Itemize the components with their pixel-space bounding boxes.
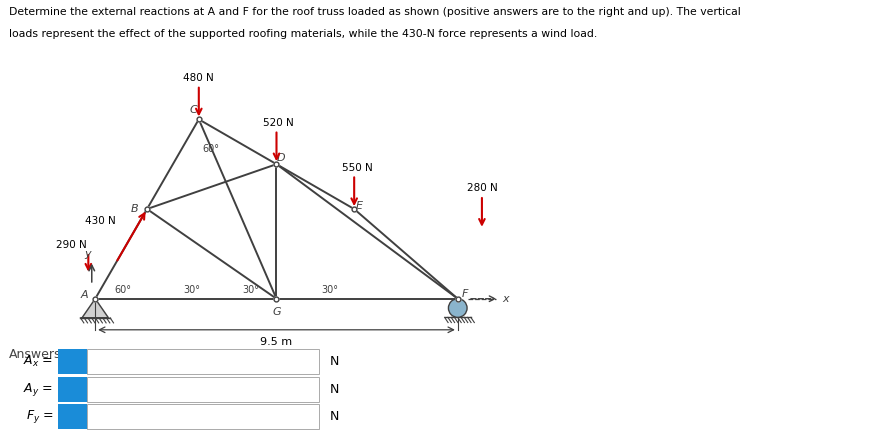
- Text: E: E: [356, 201, 363, 211]
- Text: Determine the external reactions at A and F for the roof truss loaded as shown (: Determine the external reactions at A an…: [9, 7, 740, 17]
- Text: 290 N: 290 N: [55, 241, 86, 250]
- Text: 60°: 60°: [114, 285, 131, 295]
- Text: 520 N: 520 N: [263, 118, 294, 128]
- Text: loads represent the effect of the supported roofing materials, while the 430-N f: loads represent the effect of the suppor…: [9, 29, 597, 39]
- Text: y: y: [85, 249, 91, 259]
- Text: 280 N: 280 N: [467, 183, 497, 194]
- Text: N: N: [330, 355, 339, 368]
- Text: F: F: [462, 288, 468, 299]
- Text: 30°: 30°: [242, 285, 259, 295]
- Text: 480 N: 480 N: [184, 73, 214, 83]
- Text: i: i: [70, 355, 75, 368]
- Text: C: C: [190, 105, 198, 115]
- Text: i: i: [70, 383, 75, 396]
- Text: 430 N: 430 N: [86, 216, 116, 226]
- Text: N: N: [330, 410, 339, 423]
- Text: N: N: [330, 383, 339, 396]
- Text: G: G: [272, 307, 281, 317]
- Text: D: D: [276, 153, 285, 163]
- Text: $F_y$ =: $F_y$ =: [26, 408, 53, 425]
- Text: $A_y$ =: $A_y$ =: [23, 381, 53, 398]
- Text: i: i: [70, 410, 75, 423]
- Text: A: A: [81, 290, 89, 300]
- Circle shape: [448, 299, 467, 317]
- Text: 30°: 30°: [184, 285, 200, 295]
- Text: 30°: 30°: [322, 285, 339, 295]
- Text: B: B: [131, 204, 139, 214]
- Text: 60°: 60°: [202, 144, 219, 154]
- Text: $A_x$ =: $A_x$ =: [23, 354, 53, 369]
- Text: x: x: [502, 294, 509, 304]
- Text: Answers:: Answers:: [9, 348, 66, 361]
- Text: 9.5 m: 9.5 m: [260, 338, 292, 347]
- Text: 550 N: 550 N: [342, 163, 373, 173]
- Polygon shape: [82, 299, 109, 318]
